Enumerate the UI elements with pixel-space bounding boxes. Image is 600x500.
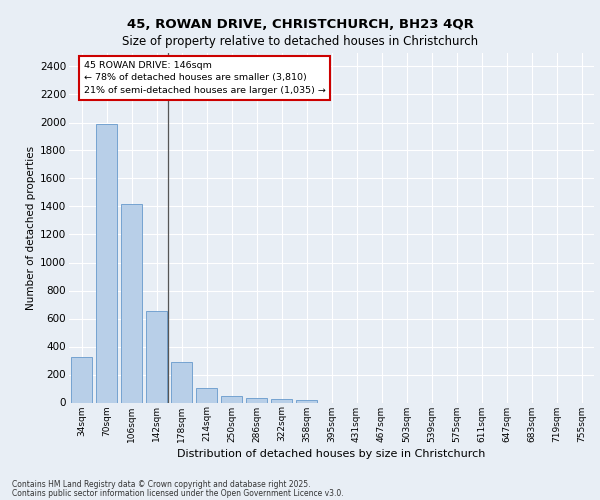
Bar: [271, 399, 292, 402]
X-axis label: Distribution of detached houses by size in Christchurch: Distribution of detached houses by size …: [178, 448, 485, 458]
Bar: [296, 400, 317, 402]
Text: Contains HM Land Registry data © Crown copyright and database right 2025.: Contains HM Land Registry data © Crown c…: [12, 480, 311, 489]
Bar: [96, 124, 117, 402]
Text: Size of property relative to detached houses in Christchurch: Size of property relative to detached ho…: [122, 35, 478, 48]
Text: Contains public sector information licensed under the Open Government Licence v3: Contains public sector information licen…: [12, 488, 344, 498]
Text: 45, ROWAN DRIVE, CHRISTCHURCH, BH23 4QR: 45, ROWAN DRIVE, CHRISTCHURCH, BH23 4QR: [127, 18, 473, 30]
Bar: [246, 398, 267, 402]
Y-axis label: Number of detached properties: Number of detached properties: [26, 146, 36, 310]
Bar: [121, 204, 142, 402]
Bar: [71, 357, 92, 403]
Bar: [171, 362, 192, 403]
Bar: [196, 388, 217, 402]
Text: 45 ROWAN DRIVE: 146sqm
← 78% of detached houses are smaller (3,810)
21% of semi-: 45 ROWAN DRIVE: 146sqm ← 78% of detached…: [83, 61, 325, 95]
Bar: [221, 396, 242, 402]
Bar: [146, 311, 167, 402]
